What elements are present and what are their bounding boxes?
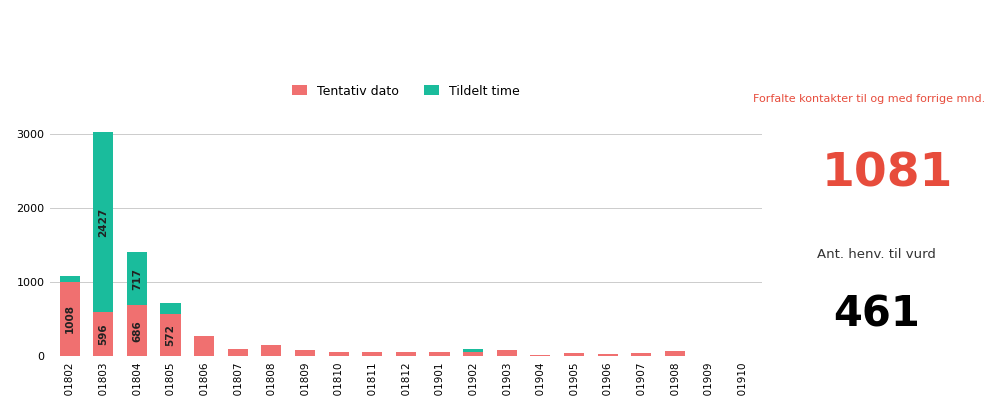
Bar [329,352,348,356]
Bar [160,314,180,356]
Text: 2427: 2427 [98,208,108,237]
Text: 572: 572 [165,324,175,346]
Bar [632,353,651,356]
Bar [497,350,517,356]
Bar [59,282,80,356]
Bar [127,252,147,305]
Bar [160,303,180,314]
Bar [531,354,550,356]
Bar [598,354,618,356]
Bar [463,349,483,352]
Text: 717: 717 [132,268,142,290]
Bar [362,352,382,356]
Bar [261,345,281,356]
Bar [228,349,248,356]
Bar [396,352,416,356]
Bar [93,132,114,312]
Text: 596: 596 [98,324,108,345]
Bar [463,352,483,356]
Bar [295,350,315,356]
Text: Forfalte kontakter til og med forrige mnd.: Forfalte kontakter til og med forrige mn… [753,94,985,104]
Text: Planlagte kontakter (tildelt/tentativ time): Planlagte kontakter (tildelt/tentativ ti… [12,26,537,46]
Text: 686: 686 [132,320,142,342]
Bar [564,353,584,356]
Text: Ant. henv. til vurd: Ant. henv. til vurd [817,248,936,261]
Bar [93,312,114,356]
Bar [59,276,80,282]
Text: 1081: 1081 [822,151,953,196]
Legend: Tentativ dato, Tildelt time: Tentativ dato, Tildelt time [287,80,525,103]
Text: 461: 461 [833,294,920,336]
Text: 1008: 1008 [64,305,74,333]
Bar [665,351,685,356]
Bar [430,352,449,356]
Bar [194,336,214,356]
Bar [127,305,147,356]
